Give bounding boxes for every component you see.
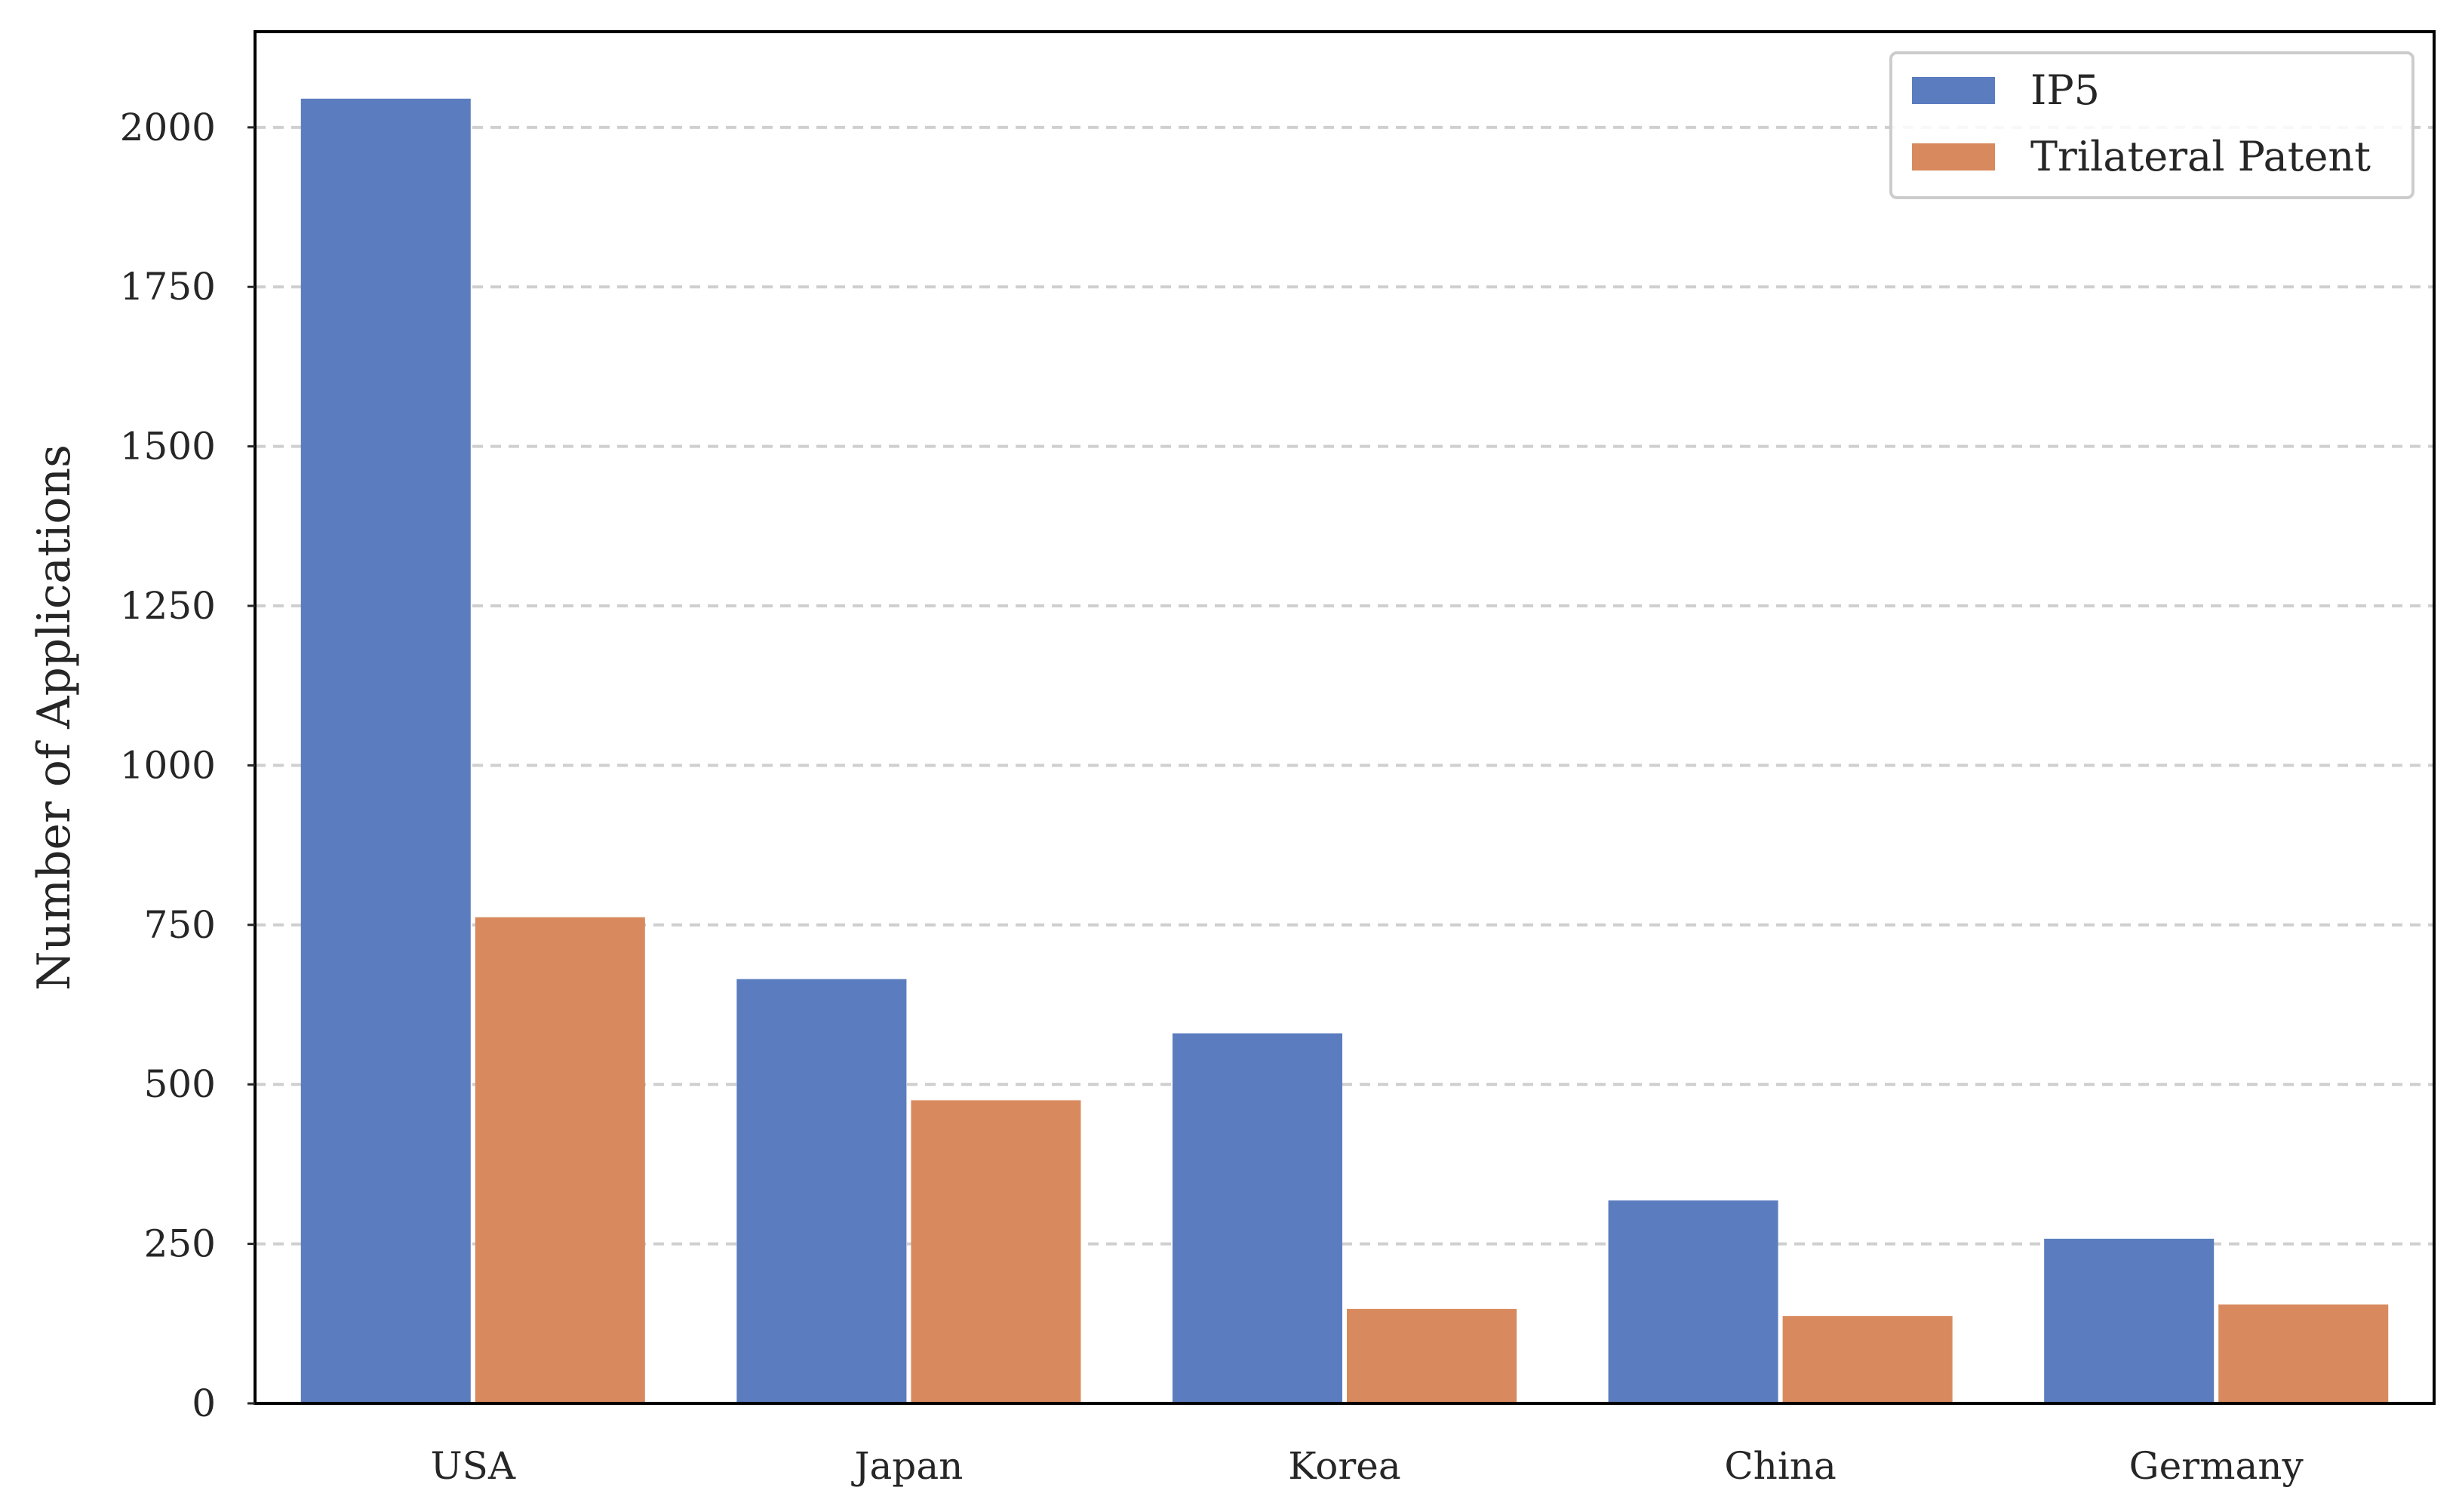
bar-usa-trilateral-patent (475, 917, 645, 1403)
x-axis-ticks: USA Japan Korea China Germany (431, 1444, 2304, 1488)
legend-label-trilateral-patent: Trilateral Patent (2030, 133, 2371, 180)
y-tick-label-0: 0 (192, 1381, 216, 1425)
bar-usa-ip5 (300, 98, 471, 1404)
bar-china-ip5 (1608, 1200, 1778, 1403)
y-axis-title: Number of Applications (28, 444, 81, 991)
bar-germany-trilateral-patent (2218, 1304, 2389, 1403)
bars (300, 98, 2389, 1404)
y-tick-label-2: 500 (144, 1062, 216, 1106)
y-tick-label-5: 1250 (120, 584, 216, 628)
bar-japan-trilateral-patent (911, 1100, 1081, 1403)
y-tick-label-3: 750 (144, 903, 216, 947)
y-tick-label-8: 2000 (120, 106, 216, 149)
legend-box (1889, 51, 2414, 199)
x-tick-label-korea: Korea (1288, 1444, 1400, 1488)
bar-japan-ip5 (736, 979, 907, 1403)
bar-korea-trilateral-patent (1347, 1308, 1517, 1403)
y-tick-label-4: 1000 (120, 743, 216, 787)
bar-korea-ip5 (1172, 1033, 1342, 1403)
y-axis-ticks: 0 250 500 750 1000 1250 1500 1750 2000 (120, 106, 255, 1425)
bar-germany-ip5 (2044, 1238, 2215, 1403)
legend-swatch-ip5 (1912, 77, 1995, 104)
x-tick-label-japan: Japan (850, 1444, 963, 1488)
y-tick-label-7: 1750 (120, 265, 216, 309)
y-tick-label-6: 1500 (120, 425, 216, 469)
legend-label-ip5: IP5 (2030, 66, 2100, 114)
legend-swatch-trilateral-patent (1912, 143, 1995, 171)
plot-frame (254, 30, 2436, 1405)
x-tick-label-germany: Germany (2129, 1444, 2304, 1488)
x-tick-label-china: China (1724, 1444, 1836, 1488)
y-tick-label-1: 250 (144, 1222, 216, 1266)
x-tick-label-usa: USA (431, 1444, 516, 1488)
bar-china-trilateral-patent (1782, 1316, 1953, 1403)
legend: IP5 Trilateral Patent (1889, 51, 2414, 199)
